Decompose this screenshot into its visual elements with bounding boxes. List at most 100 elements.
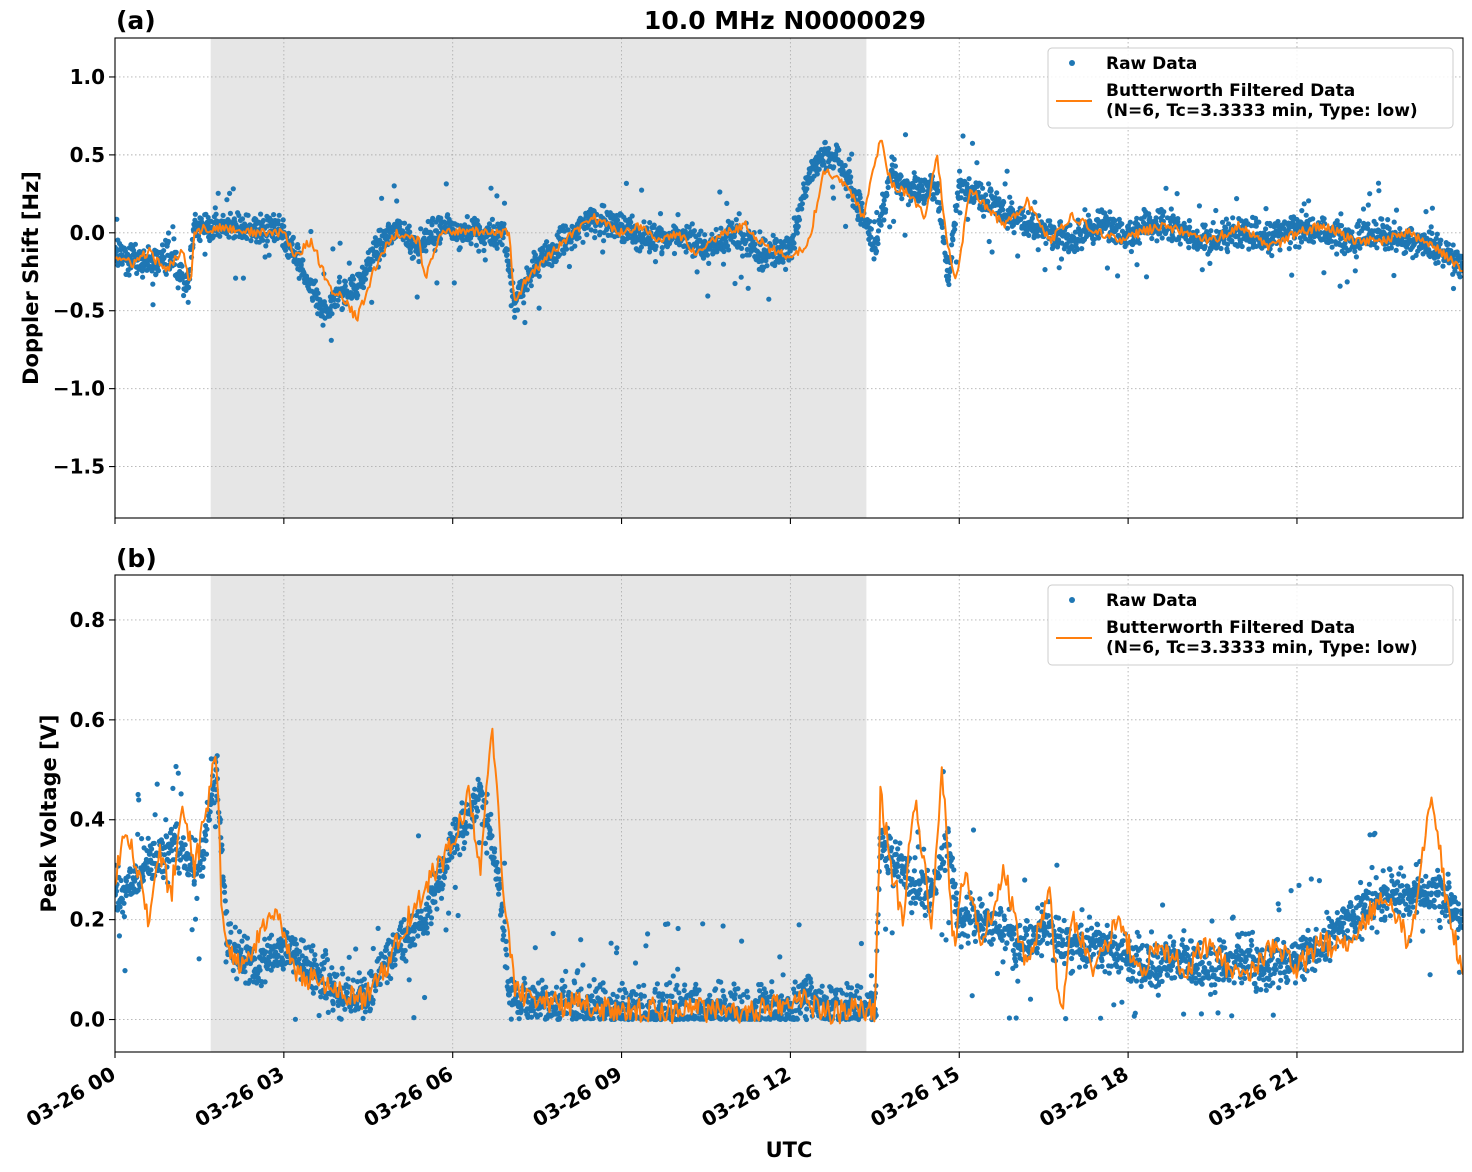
raw-data-point <box>763 258 769 264</box>
raw-data-point <box>150 302 156 308</box>
raw-data-point <box>1010 222 1017 228</box>
raw-data-point <box>651 222 657 228</box>
raw-data-point <box>1253 223 1259 229</box>
raw-data-point <box>953 259 960 265</box>
raw-data-point <box>646 237 653 244</box>
raw-data-point <box>252 956 258 962</box>
raw-data-point <box>115 216 120 222</box>
raw-data-point <box>385 221 392 227</box>
raw-data-point <box>1161 209 1167 215</box>
raw-data-point <box>222 883 228 889</box>
raw-data-point <box>537 1012 544 1018</box>
raw-data-point <box>152 812 158 818</box>
raw-data-point <box>1369 232 1375 238</box>
raw-data-point <box>257 967 263 973</box>
raw-data-point <box>1057 219 1064 225</box>
raw-data-point <box>1353 254 1359 260</box>
raw-data-point <box>758 981 764 988</box>
raw-data-point <box>1115 273 1121 279</box>
raw-data-point <box>134 270 140 276</box>
raw-data-point <box>525 999 531 1005</box>
raw-data-point <box>501 200 508 206</box>
raw-data-point <box>1226 221 1232 227</box>
raw-data-point <box>1263 226 1269 232</box>
raw-data-point <box>321 966 327 972</box>
raw-data-point <box>342 279 348 285</box>
raw-data-point <box>588 227 594 233</box>
raw-data-point <box>808 979 814 986</box>
raw-data-point <box>600 249 606 255</box>
raw-data-point <box>202 832 209 838</box>
raw-data-point <box>186 872 192 878</box>
raw-data-point <box>969 140 976 146</box>
raw-data-point <box>401 917 407 923</box>
raw-data-point <box>362 276 369 282</box>
raw-data-point <box>462 222 468 228</box>
raw-data-point <box>370 945 376 952</box>
raw-data-point <box>178 791 184 797</box>
raw-data-point <box>1428 224 1434 230</box>
raw-data-point <box>407 249 413 255</box>
raw-data-point <box>334 303 340 309</box>
raw-data-point <box>488 811 494 817</box>
raw-data-point <box>981 213 987 219</box>
raw-data-point <box>310 943 316 949</box>
raw-data-point <box>1177 241 1183 247</box>
raw-data-point <box>1213 207 1219 214</box>
raw-data-point <box>1234 196 1240 202</box>
raw-data-point <box>1136 240 1143 246</box>
raw-data-point <box>1460 261 1463 267</box>
raw-data-point <box>485 817 491 823</box>
raw-data-point <box>1186 218 1192 224</box>
raw-data-point <box>451 850 458 856</box>
raw-data-point <box>576 235 582 241</box>
raw-data-point <box>1357 245 1363 251</box>
raw-data-point <box>933 183 940 190</box>
raw-data-point <box>1035 247 1041 253</box>
raw-data-point <box>494 193 500 199</box>
raw-data-point <box>192 837 198 843</box>
raw-data-point <box>168 253 175 260</box>
raw-data-point <box>444 865 450 871</box>
raw-data-point <box>946 281 952 288</box>
raw-data-point <box>769 979 775 985</box>
raw-data-point <box>744 988 750 994</box>
raw-data-point <box>350 977 356 983</box>
raw-data-point <box>1256 219 1262 225</box>
raw-data-point <box>729 220 735 226</box>
raw-data-point <box>1085 212 1091 218</box>
raw-data-point <box>628 219 634 225</box>
raw-data-point <box>161 248 167 254</box>
raw-data-point <box>1050 243 1056 250</box>
raw-data-point <box>140 274 146 280</box>
raw-data-point <box>402 947 408 954</box>
raw-data-point <box>524 287 530 293</box>
raw-data-point <box>426 895 432 901</box>
raw-data-point <box>724 243 731 249</box>
raw-data-point <box>508 1016 514 1022</box>
raw-data-point <box>589 993 595 999</box>
raw-data-point <box>403 958 409 964</box>
raw-data-point <box>443 927 449 933</box>
raw-data-point <box>846 168 853 175</box>
raw-data-point <box>974 160 980 166</box>
raw-data-point <box>994 190 1000 196</box>
raw-data-point <box>1289 272 1295 278</box>
raw-data-point <box>180 846 186 852</box>
raw-data-point <box>875 237 881 243</box>
raw-data-point <box>578 986 584 992</box>
raw-data-point <box>732 280 738 287</box>
raw-data-point <box>325 1009 331 1016</box>
raw-data-point <box>536 305 542 311</box>
raw-data-point <box>196 956 202 962</box>
raw-data-point <box>939 219 945 225</box>
raw-data-point <box>230 186 236 192</box>
raw-data-point <box>602 989 608 995</box>
raw-data-point <box>1253 243 1259 249</box>
raw-data-point <box>474 218 480 224</box>
raw-data-point <box>1175 216 1181 222</box>
raw-data-point <box>281 223 287 229</box>
raw-data-point <box>135 791 141 798</box>
raw-data-point <box>1239 243 1245 250</box>
raw-data-point <box>1091 236 1097 242</box>
